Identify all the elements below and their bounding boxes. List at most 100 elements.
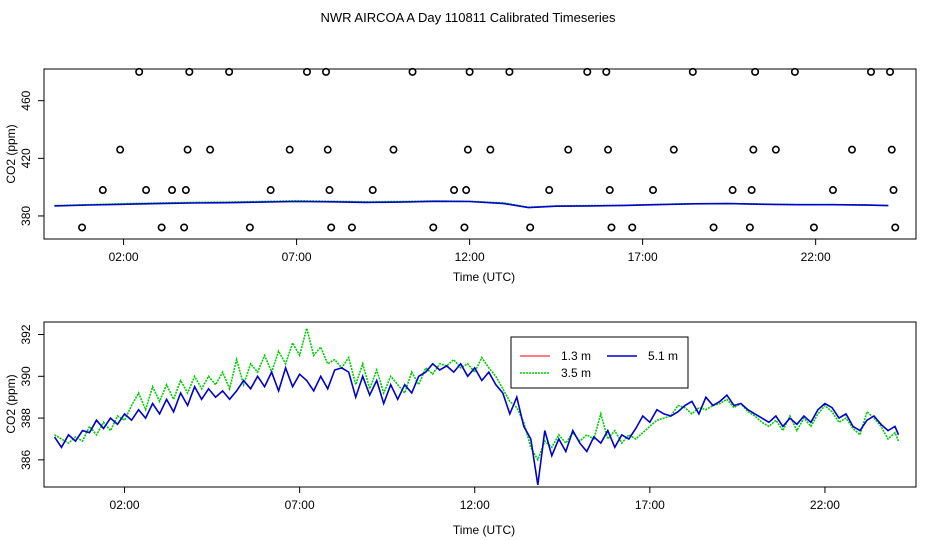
panel-top-xtick-label-0: 02:00 bbox=[109, 250, 139, 264]
panel-top-ylabel: CO2 (ppm) bbox=[4, 124, 18, 183]
panel-bottom-series-5-1-m bbox=[53, 362, 900, 486]
legend-label-1-3m: 1.3 m bbox=[561, 349, 591, 363]
panel-top-point-31 bbox=[486, 145, 495, 154]
panel-top-point-46 bbox=[728, 186, 737, 195]
panel-top-ytick-label-1: 420 bbox=[19, 148, 33, 168]
panel-top-point-21 bbox=[347, 223, 356, 232]
panel-top-point-16 bbox=[302, 67, 311, 76]
panel-top-point-8 bbox=[181, 186, 190, 195]
panel-top-point-49 bbox=[749, 145, 758, 154]
panel-top-point-4 bbox=[142, 186, 151, 195]
panel-top-point-28 bbox=[462, 186, 471, 195]
panel-top-point-13 bbox=[245, 223, 254, 232]
panel-top-point-57 bbox=[886, 67, 895, 76]
panel-top-point-34 bbox=[545, 186, 554, 195]
panel-bottom-ytick-label-1: 388 bbox=[19, 408, 33, 428]
panel-top-xtick-label-2: 12:00 bbox=[455, 250, 485, 264]
legend-box bbox=[510, 336, 689, 389]
panel-bottom-ytick-label-2: 390 bbox=[19, 366, 33, 386]
panel-top-point-18 bbox=[323, 145, 332, 154]
panel-bottom-ytick-label-3: 392 bbox=[19, 324, 33, 344]
panel-bottom-x-axis: 02:00 07:00 12:00 17:00 22:00 bbox=[110, 487, 840, 512]
panel-top-point-51 bbox=[771, 145, 780, 154]
panel-top-point-42 bbox=[649, 186, 658, 195]
panel-top-series bbox=[54, 199, 889, 209]
panel-top-ytick-label-2: 460 bbox=[19, 90, 33, 110]
panel-top-point-54 bbox=[828, 186, 837, 195]
panel-top-point-3 bbox=[135, 67, 144, 76]
panel-top-point-59 bbox=[889, 186, 898, 195]
panel-top-x-axis: 02:00 07:00 12:00 17:00 22:00 bbox=[109, 239, 831, 264]
panel-top-point-40 bbox=[607, 223, 616, 232]
panel-top-point-36 bbox=[583, 67, 592, 76]
panel-bottom-ylabel: CO2 (ppm) bbox=[4, 374, 18, 433]
panel-top-point-44 bbox=[688, 67, 697, 76]
panel-top-point-2 bbox=[116, 145, 125, 154]
panel-top-point-60 bbox=[891, 223, 900, 232]
panel-top-point-50 bbox=[751, 67, 760, 76]
panel-top-point-20 bbox=[327, 223, 336, 232]
panel-top-point-43 bbox=[669, 145, 678, 154]
panel-bottom-y-axis: 386 388 390 392 bbox=[19, 324, 44, 470]
panel-top-point-23 bbox=[389, 145, 398, 154]
panel-top-point-7 bbox=[180, 223, 189, 232]
panel-bottom-xtick-label-2: 12:00 bbox=[460, 498, 490, 512]
panel-top-point-53 bbox=[809, 223, 818, 232]
panel-top-point-45 bbox=[709, 223, 718, 232]
legend-label-3-5m: 3.5 m bbox=[561, 366, 591, 380]
panel-top-xlabel: Time (UTC) bbox=[453, 270, 515, 284]
panel-top-point-38 bbox=[604, 145, 613, 154]
panel-bottom-xlabel: Time (UTC) bbox=[453, 523, 515, 537]
panel-top-point-15 bbox=[285, 145, 294, 154]
panel-bottom-series bbox=[53, 325, 900, 486]
panel-top-point-11 bbox=[206, 145, 215, 154]
panel-top-point-32 bbox=[505, 67, 514, 76]
panel-top-point-12 bbox=[225, 67, 234, 76]
panel-bottom-ytick-label-0: 386 bbox=[19, 450, 33, 470]
panel-top-point-5 bbox=[157, 223, 166, 232]
panel-top-point-25 bbox=[429, 223, 438, 232]
panel-top-point-24 bbox=[408, 67, 417, 76]
panel-top-point-58 bbox=[887, 145, 896, 154]
panel-top-point-29 bbox=[463, 145, 472, 154]
panel-top-point-56 bbox=[867, 67, 876, 76]
panel-top-point-41 bbox=[628, 223, 637, 232]
panel-top-point-35 bbox=[564, 145, 573, 154]
panel-top-point-47 bbox=[745, 223, 754, 232]
panel-top-point-33 bbox=[526, 223, 535, 232]
panel-top-frame bbox=[43, 68, 917, 240]
legend-label-5-1m: 5.1 m bbox=[648, 349, 678, 363]
panel-top: 02:00 07:00 12:00 17:00 22:00 380 420 460 Time… bbox=[4, 67, 917, 284]
panel-top-y-axis: 380 420 460 bbox=[19, 90, 44, 226]
panel-top-point-10 bbox=[185, 67, 194, 76]
legend: 1.3 m 3.5 m 5.1 m bbox=[510, 336, 689, 389]
panel-top-ytick-label-0: 380 bbox=[19, 206, 33, 226]
panel-top-point-17 bbox=[322, 67, 331, 76]
panel-bottom-series-3-5-m bbox=[54, 325, 900, 462]
panel-top-point-0 bbox=[78, 223, 87, 232]
panel-top-xtick-label-1: 07:00 bbox=[282, 250, 312, 264]
panel-top-xtick-label-4: 22:00 bbox=[801, 250, 831, 264]
panel-top-point-6 bbox=[168, 186, 177, 195]
chart-title: NWR AIRCOA A Day 110811 Calibrated Times… bbox=[320, 10, 616, 25]
panel-top-point-9 bbox=[183, 145, 192, 154]
panel-top-point-27 bbox=[460, 223, 469, 232]
panel-top-point-39 bbox=[605, 186, 614, 195]
panel-bottom: 02:00 07:00 12:00 17:00 22:00 386 388 390 392 T… bbox=[4, 321, 917, 537]
panel-top-series-5-1-m bbox=[54, 200, 889, 209]
panel-bottom-xtick-label-1: 07:00 bbox=[285, 498, 315, 512]
panel-top-point-48 bbox=[747, 186, 756, 195]
panel-bottom-xtick-label-4: 22:00 bbox=[810, 498, 840, 512]
panel-top-point-22 bbox=[368, 186, 377, 195]
panel-top-xtick-label-3: 17:00 bbox=[628, 250, 658, 264]
panel-bottom-frame bbox=[43, 321, 917, 488]
panel-bottom-xtick-label-3: 17:00 bbox=[635, 498, 665, 512]
panel-top-point-14 bbox=[266, 186, 275, 195]
panel-top-point-26 bbox=[450, 186, 459, 195]
panel-bottom-xtick-label-0: 02:00 bbox=[110, 498, 140, 512]
panel-top-point-1 bbox=[98, 186, 107, 195]
panel-top-points bbox=[78, 67, 900, 232]
panel-top-point-19 bbox=[325, 186, 334, 195]
